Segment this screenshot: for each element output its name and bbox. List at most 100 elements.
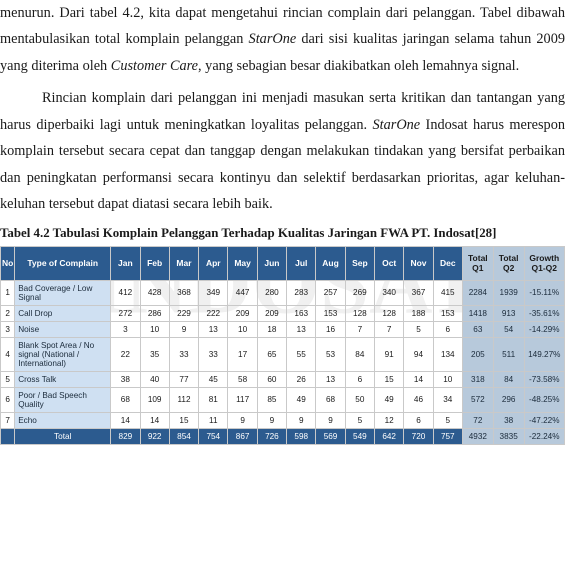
th-q2: Total Q2 [493, 246, 524, 280]
cell-month: 33 [169, 337, 198, 371]
th-month: Nov [404, 246, 433, 280]
cell-type: Cross Talk [15, 371, 111, 387]
th-type: Type of Complain [15, 246, 111, 280]
cell-month: 18 [257, 321, 286, 337]
th-month: Oct [375, 246, 404, 280]
th-no: No [1, 246, 15, 280]
cell-total-q2: 3835 [493, 428, 524, 444]
cell-month: 58 [228, 371, 257, 387]
cell-month: 283 [287, 280, 316, 305]
cell-month: 17 [228, 337, 257, 371]
cell-month: 9 [287, 412, 316, 428]
cell-month: 49 [375, 387, 404, 412]
cell-no: 5 [1, 371, 15, 387]
cell-q2: 38 [493, 412, 524, 428]
cell-total-month: 829 [111, 428, 140, 444]
cell-no: 1 [1, 280, 15, 305]
cell-growth: -15.11% [524, 280, 564, 305]
p1-italic-1: StarOne [249, 31, 297, 47]
cell-month: 45 [199, 371, 228, 387]
cell-no: 4 [1, 337, 15, 371]
cell-q1: 1418 [462, 305, 493, 321]
table-row: 4Blank Spot Area / No signal (National /… [1, 337, 565, 371]
cell-month: 49 [287, 387, 316, 412]
cell-q2: 296 [493, 387, 524, 412]
cell-month: 128 [375, 305, 404, 321]
table-caption: Tabel 4.2 Tabulasi Komplain Pelanggan Te… [0, 226, 565, 241]
cell-type: Echo [15, 412, 111, 428]
table-total-row: Total82992285475486772659856954964272075… [1, 428, 565, 444]
th-month: Sep [345, 246, 374, 280]
p2-italic-1: StarOne [373, 117, 421, 133]
cell-month: 65 [257, 337, 286, 371]
cell-type: Poor / Bad Speech Quality [15, 387, 111, 412]
cell-month: 9 [257, 412, 286, 428]
cell-total-month: 642 [375, 428, 404, 444]
cell-month: 33 [199, 337, 228, 371]
cell-month: 6 [345, 371, 374, 387]
cell-month: 368 [169, 280, 198, 305]
cell-type: Bad Coverage / Low Signal [15, 280, 111, 305]
cell-month: 50 [345, 387, 374, 412]
table-row: 6Poor / Bad Speech Quality68109112811178… [1, 387, 565, 412]
cell-month: 5 [345, 412, 374, 428]
cell-month: 9 [228, 412, 257, 428]
cell-month: 11 [199, 412, 228, 428]
cell-month: 128 [345, 305, 374, 321]
cell-month: 7 [345, 321, 374, 337]
table-row: 1Bad Coverage / Low Signal41242836834944… [1, 280, 565, 305]
cell-total-month: 549 [345, 428, 374, 444]
cell-growth: 149.27% [524, 337, 564, 371]
cell-total-month: 754 [199, 428, 228, 444]
cell-type: Blank Spot Area / No signal (National / … [15, 337, 111, 371]
cell-q2: 84 [493, 371, 524, 387]
th-growth: Growth Q1-Q2 [524, 246, 564, 280]
cell-total-growth: -22.24% [524, 428, 564, 444]
cell-growth: -35.61% [524, 305, 564, 321]
p1-text-c: , yang sebagian besar diakibatkan oleh l… [198, 58, 519, 74]
cell-month: 9 [169, 321, 198, 337]
cell-month: 209 [228, 305, 257, 321]
cell-total-month: 867 [228, 428, 257, 444]
cell-month: 109 [140, 387, 169, 412]
cell-month: 163 [287, 305, 316, 321]
cell-type: Call Drop [15, 305, 111, 321]
cell-month: 153 [316, 305, 345, 321]
cell-month: 415 [433, 280, 462, 305]
cell-month: 5 [404, 321, 433, 337]
cell-month: 53 [316, 337, 345, 371]
cell-month: 81 [199, 387, 228, 412]
cell-month: 367 [404, 280, 433, 305]
th-month: Mar [169, 246, 198, 280]
cell-month: 269 [345, 280, 374, 305]
cell-month: 68 [111, 387, 140, 412]
cell-no: 3 [1, 321, 15, 337]
th-q1: Total Q1 [462, 246, 493, 280]
cell-total-month: 757 [433, 428, 462, 444]
cell-month: 60 [257, 371, 286, 387]
cell-month: 13 [287, 321, 316, 337]
cell-month: 257 [316, 280, 345, 305]
cell-month: 15 [375, 371, 404, 387]
cell-month: 46 [404, 387, 433, 412]
cell-q2: 913 [493, 305, 524, 321]
cell-total-q1: 4932 [462, 428, 493, 444]
cell-q2: 1939 [493, 280, 524, 305]
paragraph-2: Rincian komplain dari pelanggan ini menj… [0, 85, 565, 217]
cell-month: 412 [111, 280, 140, 305]
cell-month: 6 [433, 321, 462, 337]
cell-total-month: 922 [140, 428, 169, 444]
cell-month: 15 [169, 412, 198, 428]
cell-growth: -48.25% [524, 387, 564, 412]
th-month: Jun [257, 246, 286, 280]
table-row: 7Echo141415119999512657238-47.22% [1, 412, 565, 428]
cell-month: 34 [433, 387, 462, 412]
cell-month: 209 [257, 305, 286, 321]
cell-month: 38 [111, 371, 140, 387]
cell-month: 349 [199, 280, 228, 305]
table-row: 3Noise3109131018131677566354-14.29% [1, 321, 565, 337]
th-month: May [228, 246, 257, 280]
cell-month: 272 [111, 305, 140, 321]
cell-month: 91 [375, 337, 404, 371]
cell-no: 6 [1, 387, 15, 412]
